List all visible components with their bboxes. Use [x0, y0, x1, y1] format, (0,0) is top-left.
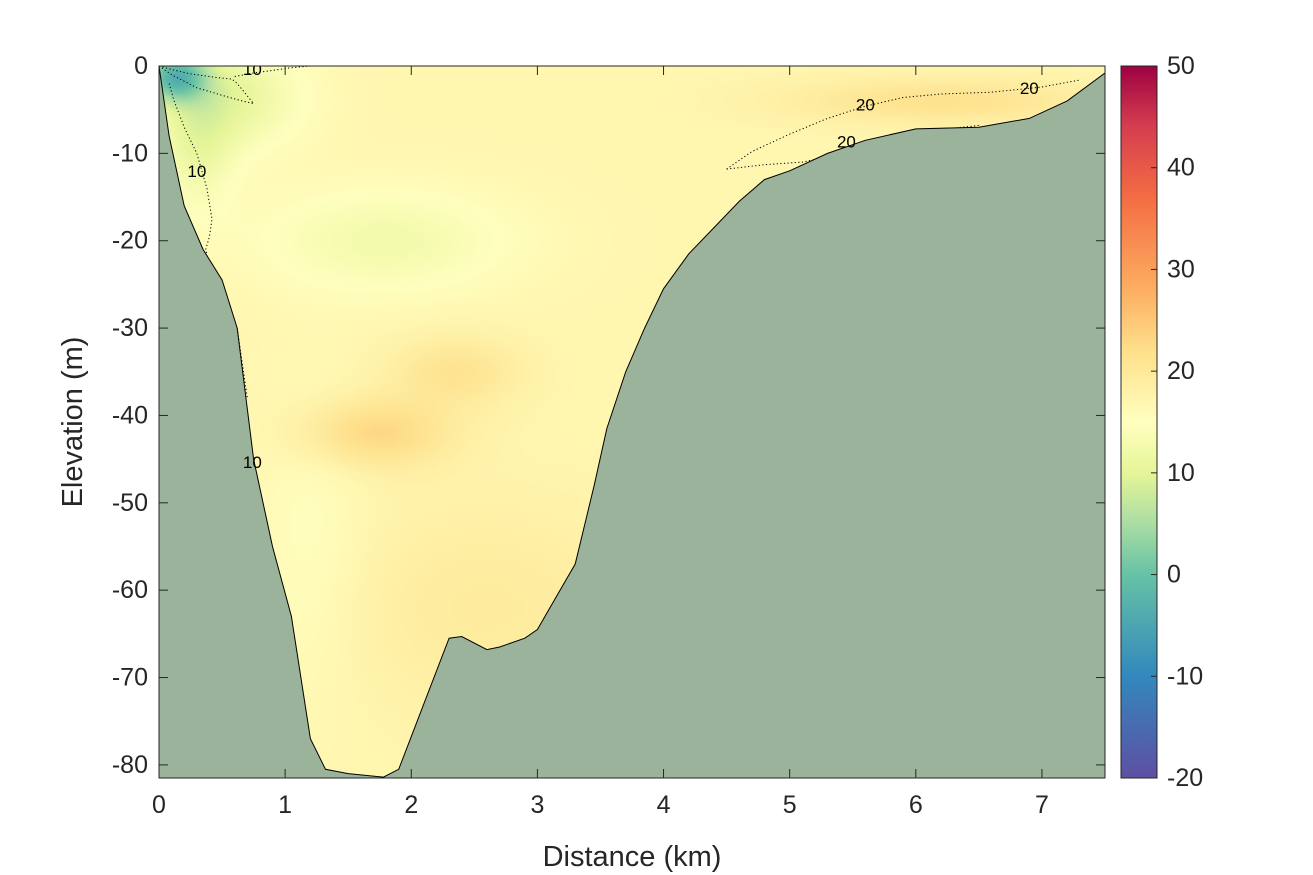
contour-label: 20: [856, 96, 875, 115]
contour-label: 10: [187, 162, 206, 181]
colorbar-tick-label: 20: [1167, 357, 1195, 385]
x-tick-label: 0: [152, 791, 166, 819]
x-tick-label: 6: [909, 791, 923, 819]
colorbar: 50 40 30 20 10 0 -10 -20: [1120, 52, 1203, 792]
contour-label: 10: [243, 453, 262, 472]
plot-frame: [158, 65, 1106, 779]
contour-line-10: [159, 66, 255, 105]
y-tick-label: -10: [112, 139, 148, 167]
x-tick-label: 4: [657, 791, 671, 819]
x-tick-label: 5: [783, 791, 797, 819]
bathymetry-fill: [159, 66, 1105, 778]
colorbar-gradient: [1120, 65, 1158, 779]
colorbar-tick-label: 50: [1167, 52, 1195, 80]
y-tick-label: -60: [112, 576, 148, 604]
colorbar-tick-label: 10: [1167, 459, 1195, 487]
y-axis-title: Elevation (m): [57, 337, 89, 508]
x-tick-label: 7: [1035, 791, 1049, 819]
contour-label: 20: [837, 132, 856, 151]
y-tick-label: -20: [112, 227, 148, 255]
y-tick-label: -30: [112, 314, 148, 342]
colorbar-tick-label: 0: [1167, 561, 1181, 589]
colorbar-tick-label: -10: [1167, 662, 1203, 690]
x-tick-label: 3: [530, 791, 544, 819]
colorbar-tick-label: -20: [1167, 764, 1203, 792]
y-tick-label: -70: [112, 664, 148, 692]
colorbar-tick-label: 40: [1167, 154, 1195, 182]
contour-label: 20: [1020, 79, 1039, 98]
y-tick-label: -80: [112, 751, 148, 779]
colorbar-tick-label: 30: [1167, 255, 1195, 283]
y-tick-label: -50: [112, 489, 148, 517]
y-axis: 0 -10 -20 -30 -40 -50 -60 -70 -80: [112, 52, 1105, 779]
y-tick-label: 0: [134, 52, 148, 80]
contour-label: 10: [243, 60, 262, 79]
x-axis-title: Distance (km): [543, 841, 722, 873]
x-tick-label: 1: [278, 791, 292, 819]
y-tick-label: -40: [112, 401, 148, 429]
contour-line-20: [726, 79, 1080, 170]
x-tick-label: 2: [404, 791, 418, 819]
x-axis: 0 1 2 3 4 5 6 7: [152, 66, 1049, 819]
colorbar-ticks: 50 40 30 20 10 0 -10 -20: [1151, 52, 1203, 792]
